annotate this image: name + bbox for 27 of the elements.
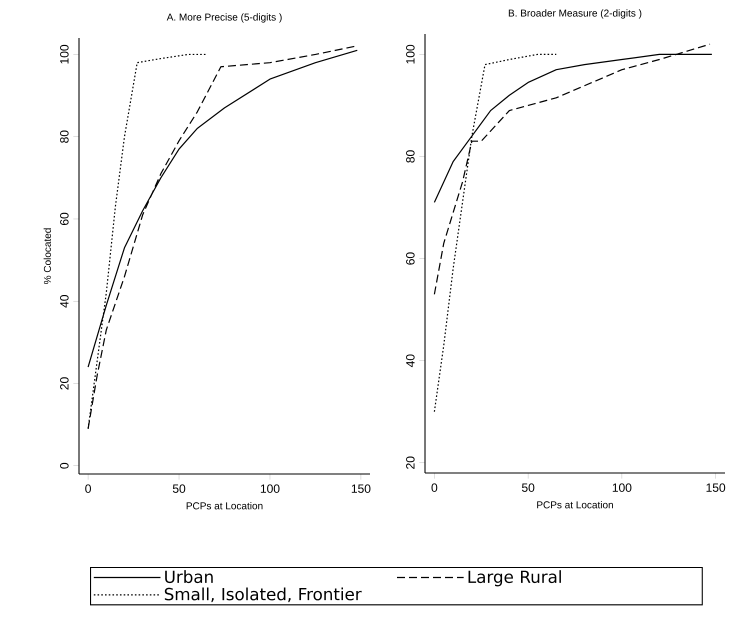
y-tick-label: 40 (406, 354, 415, 368)
y-axis-title: % Colocated (44, 228, 51, 284)
y-tick-label: 40 (60, 295, 69, 308)
y-tick-label: 100 (406, 44, 415, 64)
x-tick-label: 50 (522, 483, 534, 492)
y-tick-label: 60 (406, 252, 415, 265)
y-tick-label: 60 (60, 212, 69, 226)
x-axis-title: PCPs at Location (186, 502, 262, 510)
legend-label: Urban (165, 570, 213, 584)
y-tick-label: 0 (60, 462, 69, 469)
x-tick-label: 0 (85, 484, 91, 493)
x-tick-label: 100 (612, 483, 632, 492)
y-tick-label: 100 (60, 44, 69, 64)
y-tick-label: 20 (406, 456, 415, 469)
x-axis-title: PCPs at Location (537, 501, 613, 508)
x-tick-label: 150 (706, 483, 726, 492)
x-tick-label: 150 (352, 484, 370, 493)
legend-label: Small, Isolated, Frontier (164, 588, 362, 602)
chart-title: B. Broader Measure (2-digits ) (508, 9, 642, 19)
chart-title: A. More Precise (5-digits ) (166, 13, 282, 23)
x-tick-label: 0 (432, 483, 438, 492)
legend-label: Large Rural (468, 570, 561, 586)
x-tick-label: 100 (260, 484, 280, 493)
x-tick-label: 50 (172, 484, 186, 493)
y-tick-label: 20 (60, 377, 69, 390)
y-tick-label: 80 (406, 150, 415, 163)
y-tick-label: 80 (60, 130, 69, 143)
